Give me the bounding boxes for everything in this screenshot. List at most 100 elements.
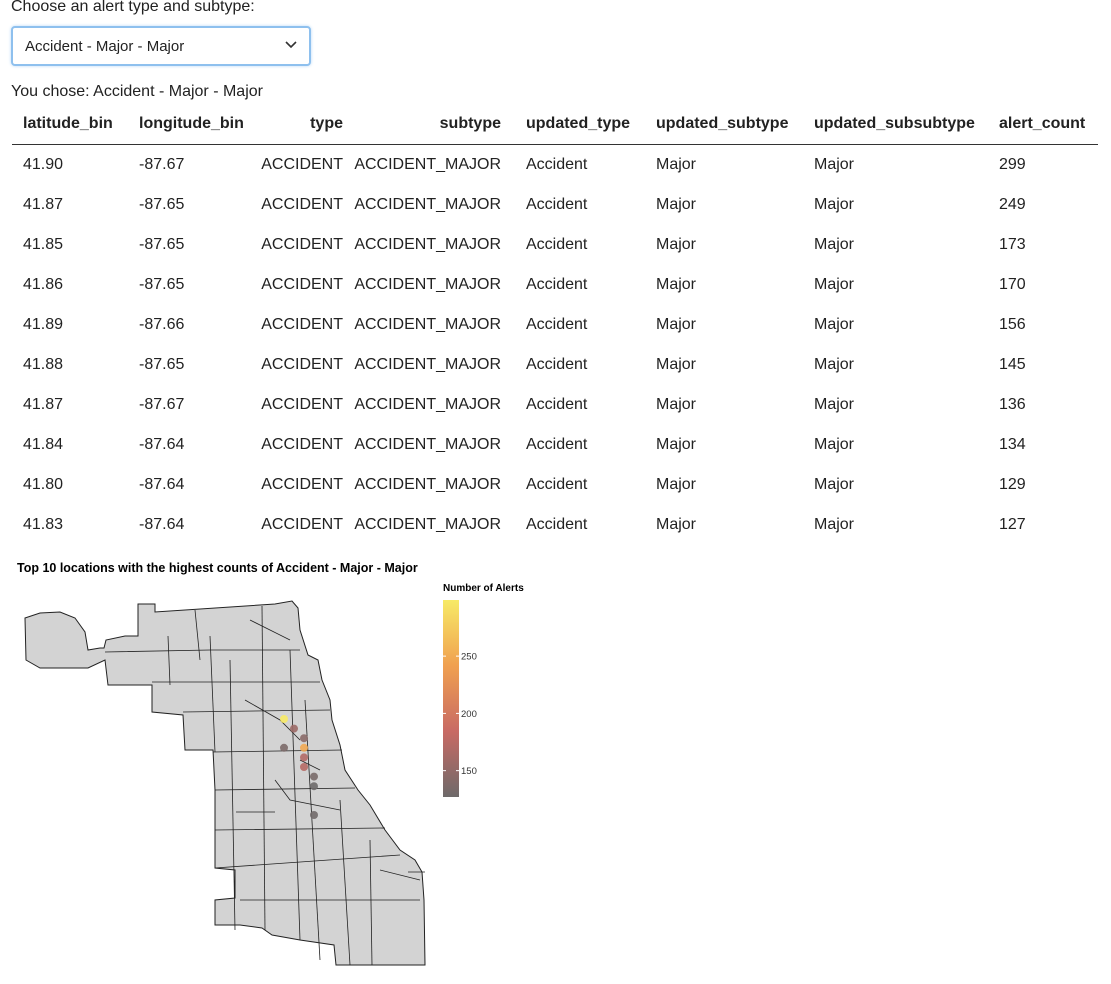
alert-point xyxy=(310,772,318,781)
data-table: latitude_bin longitude_bin type subtype upda… xyxy=(0,108,1111,548)
dropdown-arrow xyxy=(285,41,297,49)
table-cell: Major xyxy=(656,316,697,333)
table-cell: ACCIDENT xyxy=(261,316,343,333)
alert-point xyxy=(300,734,308,743)
table-cell: 136 xyxy=(999,396,1026,413)
table-cell: 249 xyxy=(999,196,1026,213)
table-cell: 173 xyxy=(999,236,1026,253)
table-cell: Major xyxy=(656,436,697,453)
table-cell: 170 xyxy=(999,276,1026,293)
table-cell: Major xyxy=(814,276,855,293)
table-cell: 41.80 xyxy=(23,476,64,493)
table-cell: 41.88 xyxy=(23,356,64,373)
alert-point xyxy=(280,715,288,723)
table-cell: ACCIDENT xyxy=(261,356,343,373)
table-cell: Accident xyxy=(526,516,588,533)
alert-point xyxy=(310,811,318,819)
table-cell: Major xyxy=(814,316,855,333)
table-cell: Major xyxy=(656,476,697,493)
table-cell: -87.65 xyxy=(139,356,185,373)
table-cell: Major xyxy=(814,236,855,253)
table-cell: ACCIDENT_MAJOR xyxy=(354,476,501,493)
table-cell: ACCIDENT_MAJOR xyxy=(354,156,501,173)
table-cell: 41.84 xyxy=(23,436,64,453)
table-cell: 145 xyxy=(999,356,1026,373)
table-cell: ACCIDENT xyxy=(261,436,343,453)
table-cell: Major xyxy=(656,356,697,373)
table-cell: -87.64 xyxy=(139,436,185,453)
table-cell: ACCIDENT xyxy=(261,236,343,253)
column-header: updated_subsubtype xyxy=(814,115,975,132)
alert-point xyxy=(280,743,288,752)
table-cell: ACCIDENT_MAJOR xyxy=(354,236,501,253)
table-cell: Accident xyxy=(526,436,588,453)
table-cell: Major xyxy=(814,436,855,453)
table-cell: 41.87 xyxy=(23,396,64,413)
table-cell: Major xyxy=(814,516,855,533)
table-cell: -87.64 xyxy=(139,516,185,533)
table-cell: ACCIDENT_MAJOR xyxy=(354,276,501,293)
table-cell: Major xyxy=(814,196,855,213)
table-cell: 134 xyxy=(999,436,1026,453)
alert-point xyxy=(300,753,308,762)
map-chart: Top 10 locations with the highest counts… xyxy=(17,561,524,966)
table-cell: ACCIDENT xyxy=(261,396,343,413)
choice-text: You chose: Accident - Major - Major xyxy=(11,83,263,100)
dropdown-value: Accident - Major - Major xyxy=(25,38,185,55)
table-cell: 156 xyxy=(999,316,1026,333)
table-cell: Accident xyxy=(526,156,588,173)
table-cell: Major xyxy=(656,516,697,533)
table-cell: Major xyxy=(656,276,697,293)
table-cell: Accident xyxy=(526,196,588,213)
table-cell: Major xyxy=(814,476,855,493)
column-header: latitude_bin xyxy=(23,115,113,132)
alert-point xyxy=(300,763,308,771)
table-cell: -87.64 xyxy=(139,476,185,493)
colorbar-title: Number of Alerts xyxy=(443,583,524,594)
table-cell: ACCIDENT_MAJOR xyxy=(354,316,501,333)
table-cell: ACCIDENT_MAJOR xyxy=(354,356,501,373)
table-cell: Major xyxy=(656,196,697,213)
table-cell: 41.90 xyxy=(23,156,64,173)
table-cell: Major xyxy=(656,396,697,413)
table-cell: Accident xyxy=(526,276,588,293)
column-header: updated_type xyxy=(526,115,631,132)
colorbar-tick-label: 150 xyxy=(461,766,477,777)
dropdown[interactable]: Accident - Major - Major xyxy=(11,26,311,66)
table-cell: Accident xyxy=(526,316,588,333)
table-cell: ACCIDENT xyxy=(261,516,343,533)
table-cell: -87.65 xyxy=(139,236,185,253)
table-cell: 127 xyxy=(999,516,1026,533)
table-cell: 129 xyxy=(999,476,1026,493)
colorbar xyxy=(443,600,459,797)
table-cell: 41.83 xyxy=(23,516,64,533)
table-cell: Major xyxy=(656,156,697,173)
table-cell: 299 xyxy=(999,156,1026,173)
table-cell: ACCIDENT xyxy=(261,196,343,213)
table-cell: 41.87 xyxy=(23,196,64,213)
table-cell: -87.67 xyxy=(139,156,185,173)
column-header: alert_count xyxy=(999,115,1086,132)
table-cell: 41.85 xyxy=(23,236,64,253)
table-cell: ACCIDENT xyxy=(261,276,343,293)
header-rule xyxy=(12,144,1098,145)
table-cell: 41.86 xyxy=(23,276,64,293)
alert-point xyxy=(310,782,318,791)
column-header: updated_subtype xyxy=(656,115,789,132)
table-cell: ACCIDENT xyxy=(261,476,343,493)
map-base xyxy=(24,600,426,966)
table-cell: 41.89 xyxy=(23,316,64,333)
table-cell: Accident xyxy=(526,236,588,253)
column-header: longitude_bin xyxy=(139,115,244,132)
table-cell: -87.65 xyxy=(139,276,185,293)
table-cell: ACCIDENT_MAJOR xyxy=(354,196,501,213)
table-cell: -87.65 xyxy=(139,196,185,213)
table-cell: ACCIDENT xyxy=(261,156,343,173)
colorbar-tick-label: 250 xyxy=(461,652,477,663)
select-label: Choose an alert type and subtype: xyxy=(11,0,255,15)
alert-point xyxy=(290,724,298,733)
table-cell: Accident xyxy=(526,356,588,373)
table-cell: Major xyxy=(814,356,855,373)
colorbar-tick-label: 200 xyxy=(461,709,477,720)
